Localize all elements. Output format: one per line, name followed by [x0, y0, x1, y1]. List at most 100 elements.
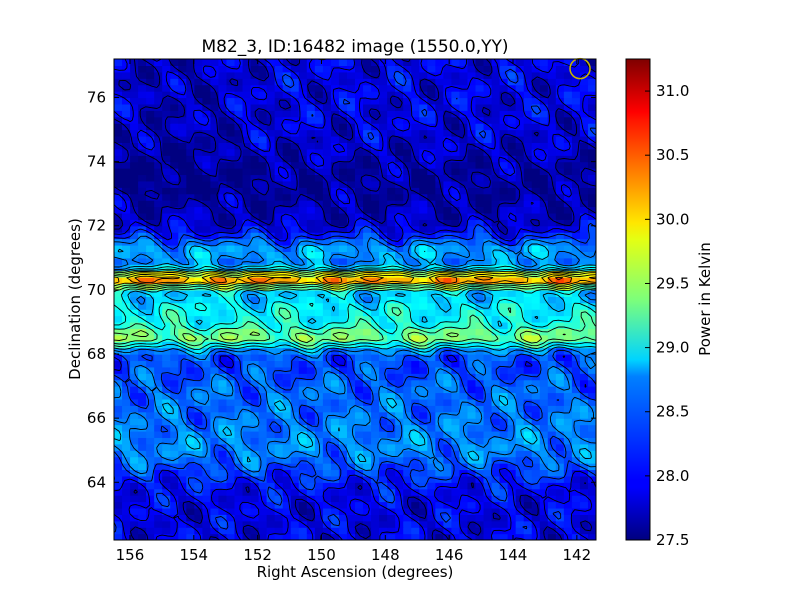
heatmap-cell — [346, 187, 356, 195]
heatmap-cell — [379, 488, 388, 496]
heatmap-cell — [154, 514, 163, 522]
heatmap-cell — [579, 392, 589, 400]
heatmap-cell — [114, 341, 123, 349]
heatmap-cell — [130, 142, 139, 150]
heatmap-cell — [395, 334, 404, 342]
heatmap-cell — [483, 514, 493, 522]
heatmap-cell — [403, 302, 412, 310]
heatmap-cell — [242, 328, 252, 336]
heatmap-cell — [210, 507, 220, 515]
heatmap-cell — [322, 91, 332, 99]
heatmap-cell — [170, 142, 179, 150]
heatmap-cell — [194, 225, 203, 233]
heatmap-cell — [467, 225, 477, 233]
heatmap-cell — [306, 533, 316, 540]
heatmap-cell — [226, 129, 236, 137]
heatmap-cell — [338, 315, 348, 323]
heatmap-cell — [298, 168, 308, 176]
heatmap-cell — [555, 84, 565, 92]
heatmap-cell — [507, 206, 517, 214]
heatmap-cell — [491, 405, 501, 413]
heatmap-cell — [427, 180, 436, 188]
heatmap-cell — [306, 443, 316, 451]
heatmap-cell — [234, 527, 244, 535]
heatmap-cell — [282, 277, 292, 285]
heatmap-cell — [483, 315, 493, 323]
heatmap-cell — [282, 418, 292, 426]
heatmap-cell — [531, 520, 541, 528]
heatmap-cell — [387, 430, 396, 438]
heatmap-cell — [258, 232, 268, 240]
heatmap-cell — [338, 238, 348, 246]
heatmap-cell — [403, 148, 412, 156]
heatmap-cell — [507, 450, 517, 458]
heatmap-cell — [346, 443, 356, 451]
heatmap-cell — [387, 398, 396, 406]
heatmap-cell — [459, 200, 469, 208]
heatmap-cell — [579, 373, 589, 381]
heatmap-cell — [467, 232, 477, 240]
heatmap-cell — [563, 418, 573, 426]
heatmap-cell — [170, 315, 179, 323]
heatmap-cell — [322, 251, 332, 259]
heatmap-cell — [274, 475, 284, 483]
heatmap-cell — [355, 251, 364, 259]
heatmap-cell — [515, 443, 525, 451]
heatmap-cell — [563, 398, 573, 406]
heatmap-cell — [491, 315, 501, 323]
heatmap-cell — [306, 437, 316, 445]
heatmap-cell — [154, 251, 163, 259]
heatmap-cell — [515, 71, 525, 79]
heatmap-cell — [563, 514, 573, 522]
heatmap-cell — [483, 443, 493, 451]
heatmap-cell — [483, 386, 493, 394]
heatmap-cell — [290, 450, 300, 458]
heatmap-cell — [427, 430, 436, 438]
heatmap-cell — [234, 482, 244, 490]
heatmap-cell — [266, 379, 276, 387]
heatmap-cell — [395, 155, 404, 163]
heatmap-cell — [451, 315, 461, 323]
heatmap-cell — [427, 135, 436, 143]
heatmap-cell — [202, 437, 211, 445]
heatmap-cell — [443, 392, 452, 400]
heatmap-cell — [451, 482, 461, 490]
heatmap-cell — [266, 296, 276, 304]
heatmap-cell — [122, 527, 131, 535]
heatmap-cell — [459, 71, 469, 79]
heatmap-cell — [218, 129, 228, 137]
heatmap-cell — [475, 488, 485, 496]
heatmap-cell — [459, 482, 469, 490]
heatmap-cell — [210, 430, 220, 438]
heatmap-cell — [387, 110, 396, 118]
heatmap-cell — [523, 219, 533, 227]
heatmap-cell — [379, 373, 388, 381]
heatmap-cell — [170, 91, 179, 99]
heatmap-cell — [371, 469, 380, 477]
heatmap-cell — [531, 129, 541, 137]
heatmap-cell — [587, 347, 596, 355]
heatmap-cell — [122, 315, 131, 323]
heatmap-cell — [226, 219, 236, 227]
heatmap-cell — [274, 161, 284, 169]
heatmap-cell — [178, 309, 187, 317]
heatmap-cell — [114, 180, 123, 188]
heatmap-cell — [194, 366, 203, 374]
heatmap-cell — [403, 155, 412, 163]
heatmap-cell — [130, 123, 139, 131]
heatmap-cell — [507, 155, 517, 163]
heatmap-cell — [266, 482, 276, 490]
heatmap-cell — [587, 277, 596, 285]
heatmap-cell — [122, 430, 131, 438]
heatmap-cell — [306, 398, 316, 406]
heatmap-cell — [451, 475, 461, 483]
heatmap-cell — [298, 283, 308, 291]
heatmap-cell — [363, 97, 372, 105]
heatmap-cell — [194, 193, 203, 201]
heatmap-cell — [114, 187, 123, 195]
heatmap-cell — [531, 91, 541, 99]
heatmap-cell — [459, 430, 469, 438]
heatmap-cell — [499, 392, 509, 400]
heatmap-cell — [563, 463, 573, 471]
heatmap-cell — [330, 225, 340, 233]
